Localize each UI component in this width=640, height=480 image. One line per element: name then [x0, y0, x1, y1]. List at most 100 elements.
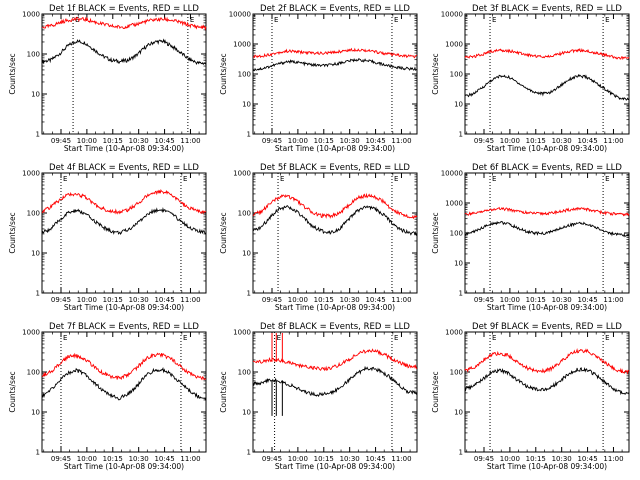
- x-axis-label: Start Time (10-Apr-08 09:34:00): [275, 462, 395, 471]
- panel-det-5: Det 5f BLACK = Events, RED = LLD 1 10 100 10…: [219, 163, 418, 312]
- x-tick-label: 11:00: [391, 296, 411, 304]
- x-tick-label: 10:30: [129, 296, 149, 304]
- series-events-line: [252, 57, 418, 72]
- x-tick-label: 09:45: [474, 455, 494, 463]
- y-tick-label: 10000: [441, 170, 463, 178]
- x-axis-label: Start Time (10-Apr-08 09:34:00): [64, 144, 184, 153]
- x-tick-label: 10:30: [552, 137, 572, 145]
- series-lld-line: [252, 192, 418, 220]
- marker-label: E: [492, 334, 496, 342]
- x-tick-label: 10:30: [129, 137, 149, 145]
- panel-title: Det 3f BLACK = Events, RED = LLD: [472, 4, 622, 14]
- series-lld-line: [464, 47, 630, 61]
- panel-title: Det 9f BLACK = Events, RED = LLD: [472, 322, 622, 332]
- marker-label: E: [394, 175, 398, 183]
- y-tick-label: 1: [247, 131, 251, 139]
- y-axis-label: Counts/sec: [8, 371, 17, 412]
- y-tick-label: 10: [31, 409, 40, 417]
- x-tick-label: 10:00: [288, 455, 308, 463]
- x-tick-label: 10:45: [365, 137, 385, 145]
- x-axis-label: Start Time (10-Apr-08 09:34:00): [275, 144, 395, 153]
- x-tick-label: 10:15: [314, 455, 334, 463]
- x-tick-label: 10:30: [129, 455, 149, 463]
- x-tick-label: 10:00: [77, 296, 97, 304]
- x-axis-label: Start Time (10-Apr-08 09:34:00): [275, 303, 395, 312]
- marker-label: E: [605, 16, 609, 24]
- x-tick-label: 10:00: [77, 137, 97, 145]
- x-tick-label: 10:30: [552, 455, 572, 463]
- x-tick-label: 10:45: [154, 137, 174, 145]
- series-events-line: [464, 220, 630, 238]
- y-tick-label: 100: [238, 210, 251, 218]
- series-events-line: [252, 204, 418, 236]
- series-lld-line: [464, 206, 630, 217]
- y-tick-label: 1000: [22, 170, 40, 178]
- panel-det-4: Det 4f BLACK = Events, RED = LLD 1 10 100 10…: [8, 163, 207, 312]
- y-tick-label: 10: [242, 250, 251, 258]
- marker-label: E: [492, 175, 496, 183]
- x-tick-label: 09:45: [51, 137, 71, 145]
- panel-det-8: Det 8f BLACK = Events, RED = LLD 1 10 100 10…: [219, 322, 418, 471]
- x-tick-label: 10:00: [500, 137, 520, 145]
- plot-frame: [464, 331, 630, 453]
- x-tick-label: 10:00: [288, 296, 308, 304]
- x-tick-label: 10:45: [577, 455, 597, 463]
- series-lld-line: [464, 347, 630, 375]
- x-tick-label: 10:00: [500, 296, 520, 304]
- x-tick-label: 11:00: [603, 137, 623, 145]
- y-tick-label: 1: [36, 290, 40, 298]
- y-tick-label: 1: [36, 449, 40, 457]
- series-lld-line: [252, 47, 418, 59]
- panel-title: Det 1f BLACK = Events, RED = LLD: [49, 4, 199, 14]
- panel-title: Det 4f BLACK = Events, RED = LLD: [49, 163, 199, 173]
- series-lld-line: [41, 16, 207, 31]
- y-tick-label: 1: [459, 131, 463, 139]
- plot-frame: [41, 13, 207, 135]
- series-lld-line: [41, 189, 207, 215]
- panel-det-7: Det 7f BLACK = Events, RED = LLD 1 10 100 10…: [8, 322, 207, 471]
- y-axis-label: Counts/sec: [8, 53, 17, 94]
- panel-det-1: Det 1f BLACK = Events, RED = LLD 1 10 100 10…: [8, 4, 207, 153]
- x-tick-label: 09:45: [262, 137, 282, 145]
- series-events-line: [41, 367, 207, 401]
- x-tick-label: 10:15: [103, 296, 123, 304]
- panel-det-3: Det 3f BLACK = Events, RED = LLD 1 10 100 10…: [431, 4, 630, 153]
- x-axis-label: Start Time (10-Apr-08 09:34:00): [487, 144, 607, 153]
- x-tick-label: 11:00: [603, 455, 623, 463]
- marker-label: E: [280, 175, 284, 183]
- series-events-line: [464, 73, 630, 101]
- y-tick-label: 100: [238, 71, 251, 79]
- plot-frame: [252, 172, 418, 294]
- marker-label: E: [394, 334, 398, 342]
- x-tick-label: 10:45: [365, 296, 385, 304]
- panel-title: Det 7f BLACK = Events, RED = LLD: [49, 322, 199, 332]
- marker-label: E: [75, 16, 79, 24]
- x-tick-label: 09:45: [51, 296, 71, 304]
- y-tick-label: 100: [27, 51, 40, 59]
- x-axis-label: Start Time (10-Apr-08 09:34:00): [64, 462, 184, 471]
- marker-label: E: [605, 175, 609, 183]
- y-tick-label: 1000: [445, 41, 463, 49]
- x-tick-label: 09:45: [474, 296, 494, 304]
- x-tick-label: 10:45: [365, 455, 385, 463]
- y-tick-label: 10: [454, 101, 463, 109]
- panel-det-2: Det 2f BLACK = Events, RED = LLD 1 10 100 10…: [219, 4, 418, 153]
- x-tick-label: 10:15: [526, 137, 546, 145]
- y-tick-label: 1: [459, 449, 463, 457]
- x-tick-label: 10:30: [552, 296, 572, 304]
- x-tick-label: 10:45: [577, 137, 597, 145]
- x-axis-label: Start Time (10-Apr-08 09:34:00): [487, 303, 607, 312]
- y-tick-label: 10: [242, 409, 251, 417]
- y-tick-label: 1000: [445, 329, 463, 337]
- panel-title: Det 8f BLACK = Events, RED = LLD: [260, 322, 410, 332]
- plot-frame: [41, 331, 207, 453]
- y-tick-label: 100: [450, 369, 463, 377]
- y-axis-label: Counts/sec: [8, 212, 17, 253]
- y-axis-label: Counts/sec: [219, 212, 228, 253]
- x-tick-label: 10:00: [288, 137, 308, 145]
- y-tick-label: 10: [242, 101, 251, 109]
- x-tick-label: 11:00: [180, 296, 200, 304]
- series-events-line: [41, 38, 207, 66]
- x-tick-label: 10:30: [340, 455, 360, 463]
